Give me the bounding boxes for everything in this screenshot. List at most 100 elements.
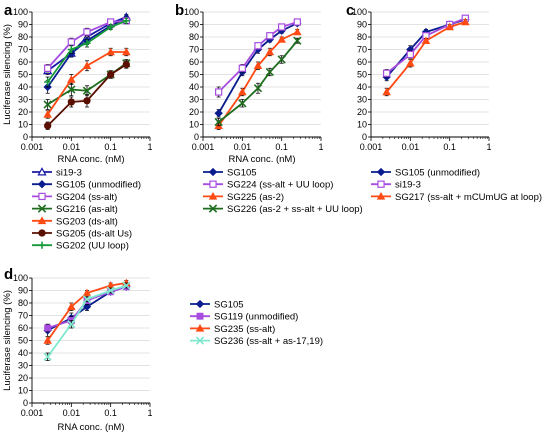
panel-letter: d bbox=[4, 266, 13, 283]
x-axis-title: RNA conc. (nM) bbox=[228, 154, 295, 165]
legend-item: SG226 (as-2 + ss-alt + UU loop) bbox=[203, 204, 363, 215]
y-tick-label: 90 bbox=[357, 20, 367, 30]
data-point bbox=[44, 324, 52, 332]
panel-d: d 0 10 20 30 40 50 60 70 80 90 100 0.001 0.01 0.1 1 Luci… bbox=[2, 266, 323, 433]
x-tick-label: 1 bbox=[318, 142, 323, 152]
data-point bbox=[83, 28, 91, 36]
y-tick-label: 100 bbox=[184, 7, 199, 17]
data-point bbox=[82, 86, 92, 95]
legend-marker bbox=[376, 167, 386, 177]
y-tick-label: 70 bbox=[18, 311, 28, 321]
data-point bbox=[83, 97, 91, 105]
legend-label: SG202 (UU loop) bbox=[56, 241, 129, 252]
legend-label: SG203 (ds-alt) bbox=[56, 216, 118, 227]
data-point bbox=[238, 99, 247, 108]
data-point bbox=[44, 122, 52, 130]
x-axis-title: RNA conc. (nM) bbox=[57, 422, 124, 433]
legend-label: SG224 (ss-alt + UU loop) bbox=[227, 180, 333, 191]
y-tick-label: 30 bbox=[18, 95, 28, 105]
y-tick-label: 20 bbox=[189, 107, 199, 117]
data-point bbox=[293, 27, 302, 36]
legend-label: SG204 (ss-alt) bbox=[56, 192, 117, 203]
y-tick-label: 60 bbox=[18, 323, 28, 333]
y-axis-title: Luciferase silencing (%) bbox=[2, 290, 13, 391]
data-point bbox=[293, 18, 301, 26]
x-tick-label: 0.1 bbox=[104, 142, 117, 152]
legend-item: SG105 (unmodified) bbox=[32, 180, 141, 191]
legend-item: SG119 (unmodified) bbox=[190, 312, 298, 323]
data-point bbox=[122, 17, 130, 25]
data-point bbox=[106, 286, 115, 295]
legend-label: SG235 (ss-alt) bbox=[214, 324, 275, 335]
x-tick-label: 0.001 bbox=[21, 142, 44, 152]
data-point bbox=[265, 67, 274, 77]
legend-item: SG202 (UU loop) bbox=[32, 241, 129, 252]
legend-marker bbox=[195, 323, 205, 332]
y-tick-label: 40 bbox=[18, 82, 28, 92]
series-4 bbox=[214, 36, 302, 127]
x-tick-label: 0.001 bbox=[192, 142, 215, 152]
y-tick-label: 0 bbox=[194, 132, 199, 142]
legend-item: SG216 (as-alt) bbox=[32, 204, 118, 215]
y-tick-label: 70 bbox=[18, 45, 28, 55]
y-tick-label: 20 bbox=[357, 107, 367, 117]
data-point bbox=[265, 47, 275, 56]
legend-marker bbox=[208, 167, 218, 177]
data-point bbox=[67, 320, 76, 329]
data-point bbox=[107, 70, 115, 79]
series-3 bbox=[382, 17, 470, 97]
panel-letter: a bbox=[4, 2, 13, 19]
panel-c: c 0 10 20 30 40 50 60 70 80 90 100 0.001 0.01 0.1 1 SG10… bbox=[346, 2, 542, 203]
data-point bbox=[67, 45, 75, 54]
panel-letter: c bbox=[346, 2, 354, 19]
legend-marker bbox=[38, 241, 46, 249]
y-tick-label: 30 bbox=[357, 95, 367, 105]
y-tick-label: 50 bbox=[18, 336, 28, 346]
legend-item: SG205 (ds-alt Us) bbox=[32, 229, 132, 240]
y-tick-label: 80 bbox=[18, 32, 28, 42]
legend-marker bbox=[196, 312, 204, 320]
data-point bbox=[122, 60, 130, 69]
legend-marker bbox=[195, 299, 205, 309]
data-point bbox=[382, 69, 391, 77]
series-2 bbox=[214, 18, 301, 98]
data-point bbox=[214, 88, 223, 96]
legend-marker bbox=[38, 192, 46, 201]
legend-item: si19-3 bbox=[32, 167, 82, 179]
y-tick-label: 10 bbox=[189, 120, 199, 130]
legend-label: si19-3 bbox=[56, 168, 82, 179]
data-point bbox=[253, 61, 263, 70]
data-point bbox=[83, 39, 91, 47]
series-2 bbox=[43, 14, 131, 94]
data-point bbox=[278, 23, 286, 31]
data-point bbox=[82, 302, 92, 311]
series-6 bbox=[44, 60, 130, 130]
y-tick-label: 90 bbox=[18, 286, 28, 296]
x-tick-label: 0.001 bbox=[360, 142, 383, 152]
series-4 bbox=[43, 281, 131, 361]
y-tick-label: 60 bbox=[189, 57, 199, 67]
data-point bbox=[445, 22, 454, 31]
legend-label: SG105 bbox=[227, 168, 257, 179]
data-point bbox=[214, 109, 223, 118]
data-point bbox=[382, 87, 391, 96]
data-point bbox=[106, 47, 115, 56]
legend-item: SG235 (ss-alt) bbox=[190, 324, 275, 335]
legend-item: SG236 (ss-alt + as-17,19) bbox=[190, 336, 323, 347]
y-tick-label: 40 bbox=[18, 348, 28, 358]
legend-label: SG216 (as-alt) bbox=[56, 204, 118, 215]
x-tick-label: 0.1 bbox=[275, 142, 288, 152]
legend-marker bbox=[37, 180, 47, 189]
y-tick-label: 90 bbox=[18, 20, 28, 30]
panel-a: a 0 10 20 30 40 50 60 70 80 90 100 0.001 0.01 0.1 1 Luci… bbox=[2, 2, 153, 252]
legend-marker bbox=[208, 204, 218, 213]
legend-label: SG105 (unmodified) bbox=[395, 168, 480, 179]
data-point bbox=[43, 64, 52, 72]
legend-marker bbox=[38, 229, 46, 237]
legend-label: SG225 (as-2) bbox=[227, 192, 284, 203]
x-tick-label: 0.01 bbox=[234, 142, 252, 152]
y-tick-label: 70 bbox=[189, 45, 199, 55]
y-tick-label: 100 bbox=[13, 7, 28, 17]
